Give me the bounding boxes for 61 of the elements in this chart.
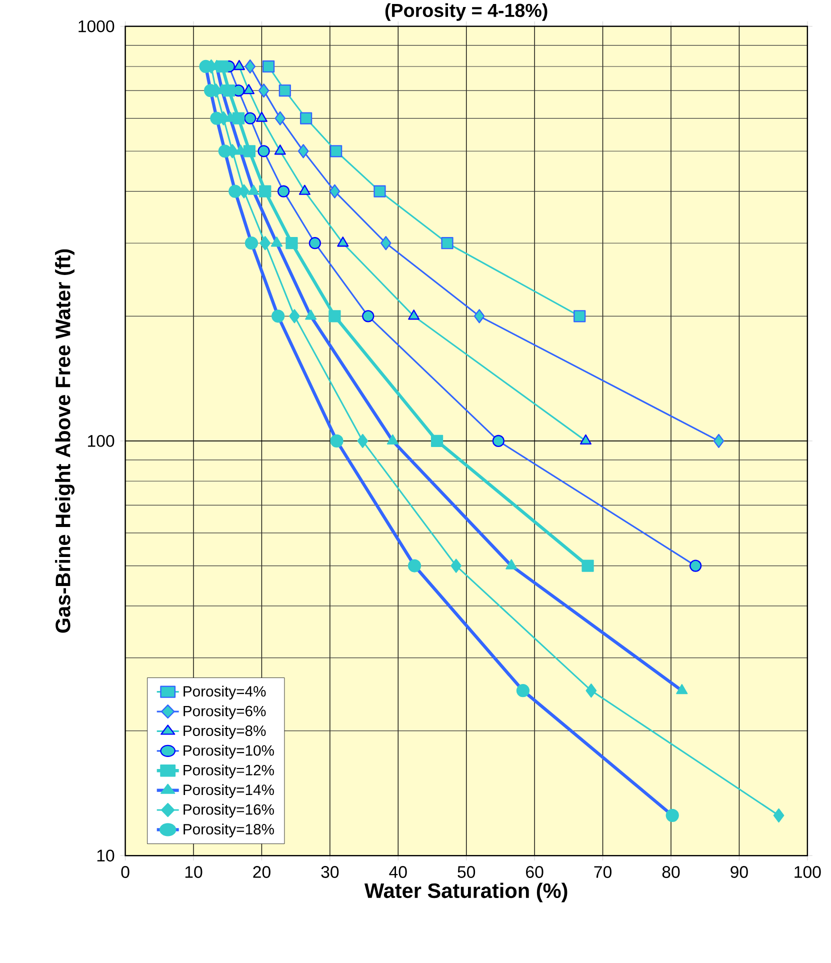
point xyxy=(374,185,386,198)
x-tick-label: 40 xyxy=(389,866,407,878)
point xyxy=(288,309,300,324)
point xyxy=(336,236,349,247)
point xyxy=(298,184,310,195)
x-axis-title: Water Saturation (%) xyxy=(364,882,568,902)
x-tick-label: 0 xyxy=(121,866,130,878)
point xyxy=(580,434,592,445)
legend-label: Porosity=8% xyxy=(184,725,266,739)
point xyxy=(244,59,256,74)
x-tick-label: 100 xyxy=(794,866,821,878)
point xyxy=(586,684,597,698)
point xyxy=(258,185,272,198)
point xyxy=(242,84,254,94)
y-tick-label: 10 xyxy=(97,850,114,862)
legend-label: Porosity=12% xyxy=(184,764,274,778)
point xyxy=(274,111,286,126)
point xyxy=(408,310,420,320)
point xyxy=(573,310,586,322)
x-tick-label: 60 xyxy=(526,866,544,878)
point xyxy=(713,434,724,448)
legend-label: Porosity=10% xyxy=(184,744,274,759)
point xyxy=(430,434,443,448)
y-tick-label: 100 xyxy=(88,434,114,447)
legend-label: Porosity=14% xyxy=(184,784,274,798)
legend-label: Porosity=6% xyxy=(184,705,266,720)
point xyxy=(262,60,274,73)
point xyxy=(260,236,270,250)
point xyxy=(380,236,392,250)
point xyxy=(300,112,312,124)
chart-title: (Porosity = 4-18%) xyxy=(385,3,548,21)
x-tick-label: 30 xyxy=(321,866,339,878)
point xyxy=(330,145,342,158)
point xyxy=(274,144,286,155)
point xyxy=(328,310,341,322)
point xyxy=(474,309,485,324)
x-tick-label: 20 xyxy=(253,866,270,878)
point xyxy=(773,808,784,822)
y-tick-label: 1000 xyxy=(78,20,114,32)
point xyxy=(286,237,298,250)
legend-label: Porosity=16% xyxy=(184,804,274,818)
point xyxy=(278,84,291,97)
point xyxy=(233,60,245,70)
point xyxy=(441,237,454,250)
legend-label: Porosity=4% xyxy=(184,686,266,700)
point xyxy=(243,145,256,158)
point xyxy=(258,83,270,98)
point xyxy=(256,112,268,122)
point xyxy=(329,184,340,198)
x-tick-label: 90 xyxy=(730,866,748,878)
legend-label: Porosity=18% xyxy=(184,824,274,838)
point xyxy=(298,144,309,158)
point xyxy=(357,434,368,448)
y-axis-title: Gas-Brine Height Above Free Water (ft) xyxy=(54,249,74,633)
x-tick-label: 10 xyxy=(185,866,202,878)
point xyxy=(232,112,244,124)
x-tick-label: 80 xyxy=(662,866,680,878)
point xyxy=(450,558,462,573)
x-tick-label: 50 xyxy=(458,866,475,878)
point xyxy=(582,560,594,572)
x-tick-label: 70 xyxy=(594,866,612,878)
